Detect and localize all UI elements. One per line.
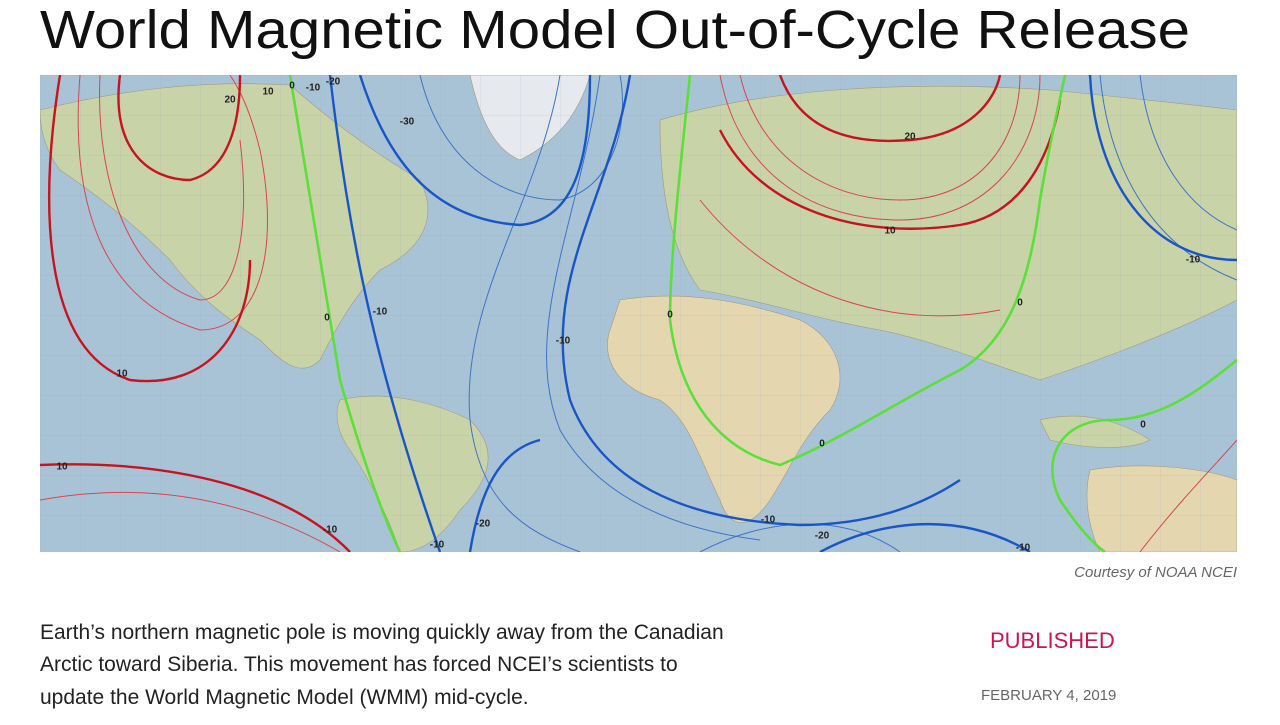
contour-label: -10 <box>556 336 571 347</box>
contour-label: -10 <box>430 540 445 551</box>
contour-label: -20 <box>476 519 491 530</box>
contour-label: -10 <box>761 515 776 526</box>
contour-label: 0 <box>324 313 330 324</box>
contour-label: 20 <box>904 132 916 143</box>
contour-label: 0 <box>289 81 295 92</box>
contour-label: 0 <box>667 310 673 321</box>
page-title: World Magnetic Model Out-of-Cycle Releas… <box>40 0 1190 60</box>
contour-label: -10 <box>1016 543 1031 554</box>
contour-label: 10 <box>116 369 128 380</box>
image-credit: Courtesy of NOAA NCEI <box>1074 564 1237 581</box>
contour-label: -10 <box>373 307 388 318</box>
contour-label: 10 <box>262 87 274 98</box>
contour-label: -30 <box>400 117 415 128</box>
published-date: FEBRUARY 4, 2019 <box>981 687 1116 704</box>
article-body: Earth’s northern magnetic pole is moving… <box>40 621 724 709</box>
contour-label: -10 <box>306 83 321 94</box>
contour-labels: 20 10 0 -10 -20 -30 20 10 0 -10 0 -10 -10 0 10 10 -10 -20… <box>56 77 1201 554</box>
contour-label: 10 <box>56 462 68 473</box>
contour-label: 0 <box>1017 298 1023 309</box>
contour-label: 0 <box>1140 420 1146 431</box>
contour-label: 20 <box>224 95 236 106</box>
contour-label: -10 <box>323 525 338 536</box>
paragraph-line: Earth’s northern magnetic pole is moving… <box>40 621 724 644</box>
paragraph-line: update the World Magnetic Model (WMM) mi… <box>40 686 529 709</box>
contour-label: -10 <box>1186 255 1201 266</box>
contour-label: 0 <box>819 439 825 450</box>
contour-label: -20 <box>815 531 830 542</box>
paragraph-line: Arctic toward Siberia. This movement has… <box>40 653 678 676</box>
map: 20 10 0 -10 -20 -30 20 10 0 -10 0 -10 -10 0 10 10 -10 -20… <box>40 75 1237 554</box>
published-label: PUBLISHED <box>990 628 1115 653</box>
contour-label: 10 <box>884 226 896 237</box>
contour-label: -20 <box>326 77 341 88</box>
